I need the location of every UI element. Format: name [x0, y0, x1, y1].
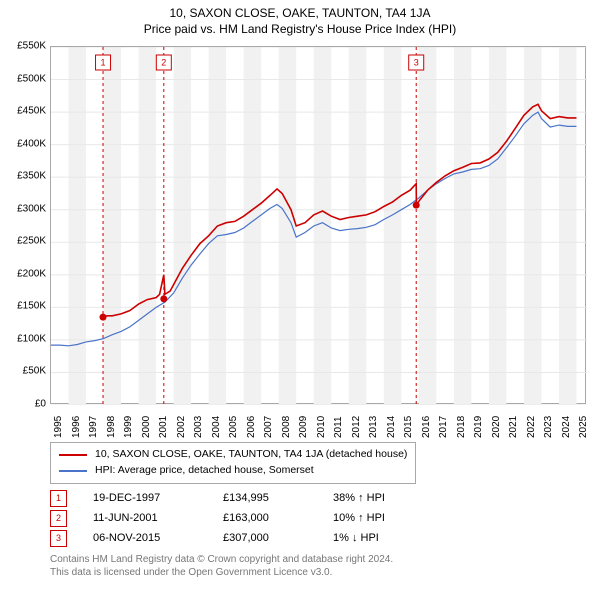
y-axis-label: £200K: [17, 268, 46, 279]
x-axis-label: 2002: [176, 416, 187, 438]
x-axis-label: 2019: [473, 416, 484, 438]
chart-zone: 123 £0£50K£100K£150K£200K£250K£300K£350K…: [50, 46, 586, 404]
x-axis-label: 2013: [368, 416, 379, 438]
x-axis-label: 2007: [263, 416, 274, 438]
page-subtitle: Price paid vs. HM Land Registry's House …: [0, 20, 600, 36]
x-axis-label: 2003: [193, 416, 204, 438]
year-band: [384, 47, 402, 405]
year-band: [559, 47, 577, 405]
x-axis-label: 2010: [316, 416, 327, 438]
sale-row-badge: 1: [50, 490, 67, 507]
x-axis-label: 1998: [106, 416, 117, 438]
x-axis-label: 2012: [351, 416, 362, 438]
x-axis-label: 2008: [281, 416, 292, 438]
sale-price: £134,995: [223, 492, 333, 504]
year-band: [454, 47, 472, 405]
sale-pct: 1% ↓ HPI: [333, 532, 453, 544]
legend-swatch: [59, 470, 87, 472]
y-axis-label: £250K: [17, 236, 46, 247]
attribution: Contains HM Land Registry data © Crown c…: [50, 553, 393, 579]
x-axis-label: 2009: [298, 416, 309, 438]
sales-table: 1 19-DEC-1997£134,99538% ↑ HPI 2 11-JUN-200…: [50, 488, 453, 548]
y-axis-label: £350K: [17, 171, 46, 182]
sale-row: 2 11-JUN-2001£163,00010% ↑ HPI: [50, 508, 453, 528]
year-band: [419, 47, 437, 405]
x-axis-label: 2025: [578, 416, 589, 438]
sale-row-badge: 2: [50, 510, 67, 527]
x-axis-label: 2006: [246, 416, 257, 438]
y-axis-label: £100K: [17, 333, 46, 344]
x-axis-label: 2015: [403, 416, 414, 438]
y-axis-label: £150K: [17, 301, 46, 312]
x-axis-label: 2018: [456, 416, 467, 438]
sale-badge-num: 3: [414, 58, 419, 68]
x-axis-label: 2023: [543, 416, 554, 438]
x-axis-label: 2017: [438, 416, 449, 438]
year-band: [489, 47, 507, 405]
x-axis-label: 1999: [123, 416, 134, 438]
year-band: [104, 47, 122, 405]
legend: 10, SAXON CLOSE, OAKE, TAUNTON, TA4 1JA …: [50, 442, 416, 484]
x-axis-label: 2005: [228, 416, 239, 438]
y-axis-label: £400K: [17, 138, 46, 149]
sale-date: 06-NOV-2015: [93, 532, 223, 544]
attribution-line: This data is licensed under the Open Gov…: [50, 566, 393, 579]
x-axis-label: 2016: [421, 416, 432, 438]
sale-dot: [160, 295, 167, 302]
sale-dot: [100, 314, 107, 321]
year-band: [139, 47, 157, 405]
x-axis-label: 2022: [526, 416, 537, 438]
legend-label: HPI: Average price, detached house, Some…: [95, 463, 314, 479]
x-axis-label: 1995: [53, 416, 64, 438]
sale-date: 11-JUN-2001: [93, 512, 223, 524]
sale-date: 19-DEC-1997: [93, 492, 223, 504]
sale-row-badge: 3: [50, 530, 67, 547]
y-axis-label: £450K: [17, 106, 46, 117]
legend-label: 10, SAXON CLOSE, OAKE, TAUNTON, TA4 1JA …: [95, 447, 407, 463]
y-axis-label: £500K: [17, 73, 46, 84]
sale-row: 1 19-DEC-1997£134,99538% ↑ HPI: [50, 488, 453, 508]
sale-pct: 38% ↑ HPI: [333, 492, 453, 504]
x-axis-label: 2024: [561, 416, 572, 438]
year-band: [349, 47, 367, 405]
sale-pct: 10% ↑ HPI: [333, 512, 453, 524]
x-axis-label: 2021: [508, 416, 519, 438]
attribution-line: Contains HM Land Registry data © Crown c…: [50, 553, 393, 566]
year-band: [69, 47, 87, 405]
x-axis-label: 2000: [141, 416, 152, 438]
x-axis-label: 2014: [386, 416, 397, 438]
x-axis-label: 2020: [491, 416, 502, 438]
plot-area: 1 2 3: [50, 46, 586, 404]
sale-price: £307,000: [223, 532, 333, 544]
x-axis-label: 2011: [333, 416, 344, 438]
x-axis-label: 2001: [158, 416, 169, 438]
y-axis-label: £50K: [23, 366, 46, 377]
plot-svg: 1 2 3: [51, 47, 587, 405]
chart-container: 10, SAXON CLOSE, OAKE, TAUNTON, TA4 1JA …: [0, 0, 600, 590]
year-band: [279, 47, 297, 405]
x-axis-label: 1997: [88, 416, 99, 438]
sale-row: 3 06-NOV-2015£307,0001% ↓ HPI: [50, 528, 453, 548]
sale-badge-num: 2: [161, 58, 166, 68]
year-band: [174, 47, 192, 405]
legend-swatch: [59, 454, 87, 456]
x-axis-label: 1996: [71, 416, 82, 438]
legend-row: 10, SAXON CLOSE, OAKE, TAUNTON, TA4 1JA …: [59, 447, 407, 463]
sale-dot: [413, 202, 420, 209]
year-band: [524, 47, 542, 405]
legend-row: HPI: Average price, detached house, Some…: [59, 463, 407, 479]
y-axis-label: £550K: [17, 41, 46, 52]
page-title: 10, SAXON CLOSE, OAKE, TAUNTON, TA4 1JA: [0, 0, 600, 20]
y-axis-label: £0: [35, 399, 46, 410]
sale-price: £163,000: [223, 512, 333, 524]
sale-badge-num: 1: [101, 58, 106, 68]
x-axis-label: 2004: [211, 416, 222, 438]
y-axis-label: £300K: [17, 203, 46, 214]
